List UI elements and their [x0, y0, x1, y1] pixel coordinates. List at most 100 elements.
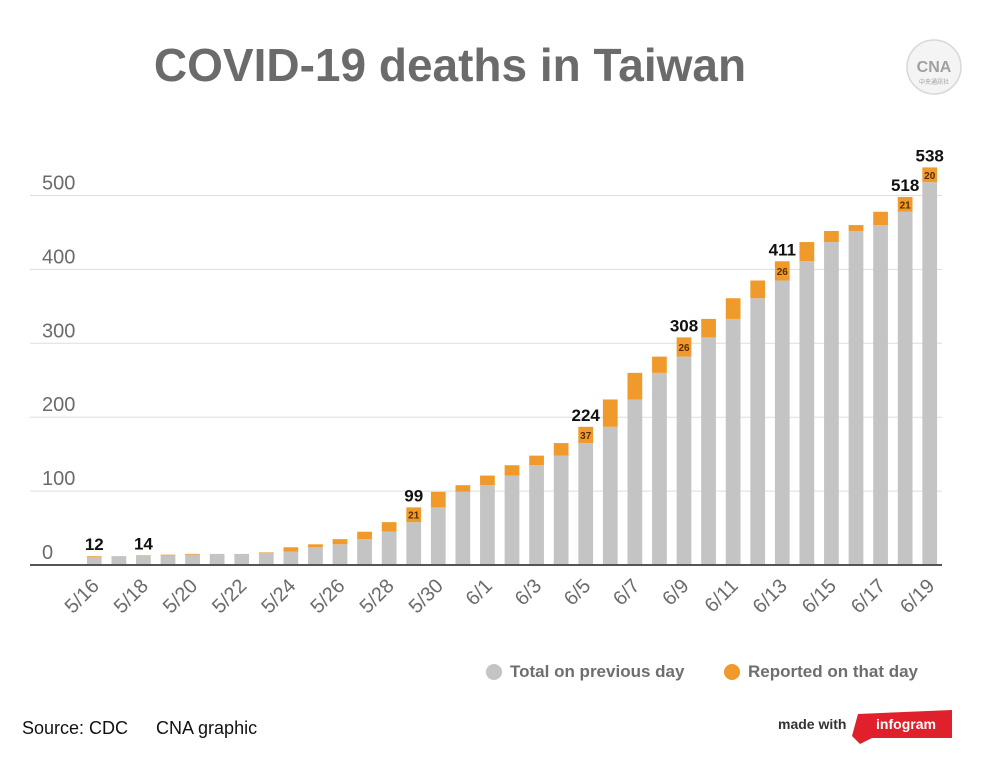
cna-logo: CNA 中央通訊社: [906, 39, 962, 95]
legend-item-previous: Total on previous day: [486, 662, 684, 682]
y-tick-label: 0: [42, 542, 53, 564]
bar-reported-6/9: [676, 337, 692, 357]
legend-swatch-reported: [724, 664, 740, 680]
bar-previous-5/16: [86, 556, 102, 565]
bar-reported-5/16: [86, 556, 102, 557]
bar-previous-5/17: [111, 556, 127, 565]
data-label-total: 224: [572, 406, 601, 425]
legend-label-reported: Reported on that day: [748, 662, 919, 681]
x-tick-label: 5/22: [208, 575, 251, 618]
bar-previous-5/19: [160, 555, 176, 565]
bar-reported-6/2: [504, 465, 520, 476]
x-tick-label: 5/18: [110, 575, 153, 618]
bar-reported-6/19: [922, 167, 938, 183]
legend-label-previous: Total on previous day: [510, 662, 685, 681]
bar-reported-5/31: [455, 485, 471, 492]
bar-previous-6/9: [676, 356, 692, 565]
bar-reported-6/5: [578, 426, 594, 444]
bar-reported-6/3: [529, 455, 544, 466]
bar-reported-5/19: [160, 554, 176, 556]
bar-reported-5/28: [381, 522, 397, 532]
bar-reported-6/8: [652, 356, 667, 373]
y-tick-label: 400: [42, 246, 75, 268]
x-tick-label: 6/5: [560, 575, 595, 610]
bar-previous-6/13: [774, 280, 790, 565]
data-label-total: 12: [85, 535, 104, 554]
data-label-reported: 26: [777, 267, 789, 278]
bar-reported-5/20: [185, 553, 200, 555]
data-label-total: 99: [404, 486, 423, 505]
x-tick-label: 6/7: [609, 575, 644, 610]
bar-reported-6/6: [602, 399, 618, 427]
legend-swatch-previous: [486, 664, 502, 680]
data-label-total: 308: [670, 316, 698, 335]
bar-previous-6/6: [602, 426, 618, 565]
legend-item-reported: Reported on that day: [724, 662, 918, 682]
bar-previous-6/8: [652, 372, 667, 565]
y-tick-label: 200: [42, 394, 75, 416]
bar-previous-6/17: [873, 225, 888, 565]
bar-previous-5/24: [283, 551, 299, 565]
data-label-total: 411: [769, 240, 796, 259]
bar-previous-6/19: [922, 182, 938, 565]
bar-previous-5/22: [234, 553, 250, 565]
source-text: Source: CDC: [22, 718, 129, 738]
bar-reported-5/30: [430, 491, 446, 508]
data-label-reported: 21: [900, 200, 912, 211]
data-label-reported: 20: [924, 171, 936, 182]
y-tick-label: 500: [42, 173, 75, 195]
bar-chart: 0 100 200 300 400 500 5/16 5/18 5/20 5/22 5/24 5/26…: [30, 146, 944, 618]
bar-previous-6/11: [725, 318, 741, 565]
bar-reported-5/27: [357, 531, 372, 540]
x-tick-label: 6/15: [798, 575, 841, 618]
x-tick-label: 6/17: [847, 575, 890, 618]
bar-previous-6/12: [750, 298, 766, 565]
bar-previous-5/30: [430, 507, 446, 565]
logo-subtext: 中央通訊社: [919, 78, 949, 86]
bar-reported-6/14: [799, 242, 815, 262]
bar-reported-6/16: [848, 225, 864, 231]
bar-previous-5/29: [406, 522, 422, 565]
bar-previous-6/15: [824, 242, 839, 565]
x-tick-label: 6/11: [701, 575, 743, 617]
bar-reported-5/29: [406, 507, 422, 523]
bar-reported-6/13: [774, 261, 790, 281]
data-label-total: 518: [891, 176, 919, 195]
x-tick-label: 5/16: [61, 575, 104, 618]
bar-previous-6/18: [897, 211, 913, 565]
data-label-reported: 26: [678, 343, 690, 354]
x-tick-label: 5/24: [257, 575, 300, 618]
bar-reported-5/25: [308, 544, 323, 548]
bar-reported-6/15: [824, 230, 839, 243]
data-label-reported: 21: [408, 511, 420, 522]
data-label-total: 538: [916, 146, 944, 165]
bar-reported-6/7: [627, 372, 643, 400]
bar-previous-6/16: [848, 230, 864, 566]
credit-text: CNA graphic: [156, 718, 258, 738]
chart-title: COVID-19 deaths in Taiwan: [153, 39, 747, 91]
bar-previous-6/1: [480, 485, 495, 565]
x-tick-label: 6/19: [896, 575, 939, 618]
bar-previous-5/26: [332, 544, 348, 565]
bar-reported-6/10: [701, 318, 716, 338]
infogram-logo[interactable]: infogram: [852, 710, 952, 744]
bar-previous-5/31: [455, 491, 471, 565]
x-tick-label: 5/20: [159, 575, 202, 618]
logo-text: CNA: [917, 59, 952, 76]
bar-previous-5/27: [357, 539, 372, 565]
x-tick-label: 6/1: [462, 575, 497, 610]
bar-reported-6/1: [480, 475, 495, 486]
bar-reported-5/24: [283, 547, 299, 552]
bar-previous-5/23: [258, 553, 274, 565]
bar-previous-6/14: [799, 261, 815, 565]
bar-previous-6/10: [701, 337, 716, 565]
bar-reported-6/18: [897, 196, 913, 212]
bar-reported-6/4: [553, 443, 569, 456]
x-tick-label: 5/28: [356, 575, 399, 618]
brand-text: infogram: [876, 716, 936, 732]
bar-previous-5/28: [381, 531, 397, 565]
bar-reported-5/23: [258, 552, 274, 554]
source-note: Source: CDC CNA graphic: [22, 718, 285, 739]
made-with-text: made with: [778, 716, 847, 732]
data-label-total: 14: [134, 534, 153, 553]
